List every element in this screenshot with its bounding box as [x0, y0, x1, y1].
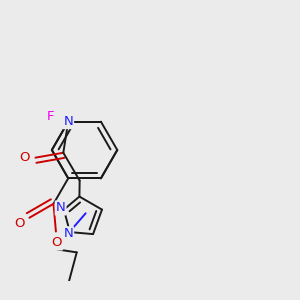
Text: N: N: [63, 227, 73, 240]
Text: O: O: [52, 236, 62, 249]
Text: N: N: [63, 115, 73, 128]
Text: O: O: [14, 217, 25, 230]
Text: F: F: [46, 110, 54, 123]
Text: N: N: [56, 202, 65, 214]
Text: O: O: [19, 151, 29, 164]
